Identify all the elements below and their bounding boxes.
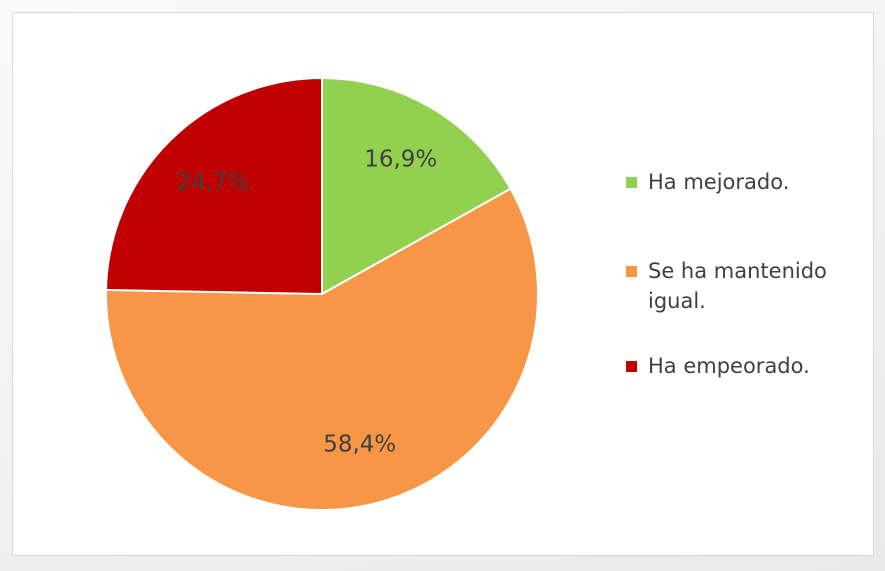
data-label: 58,4%: [323, 431, 396, 457]
legend-item: Ha mejorado.: [626, 167, 846, 197]
legend-item: Ha empeorado.: [626, 351, 846, 381]
legend-label: Ha mejorado.: [648, 170, 790, 194]
legend-swatch: [626, 177, 637, 188]
legend-item: Se ha mantenido igual.: [626, 256, 846, 316]
legend-label: Ha empeorado.: [648, 354, 810, 378]
pie-slice: [105, 187, 539, 511]
pie-slice: [321, 76, 512, 296]
legend-label: Se ha mantenido igual.: [648, 259, 827, 313]
data-label: 24,7%: [177, 169, 250, 195]
data-label: 16,9%: [364, 146, 437, 172]
legend-swatch: [626, 266, 637, 277]
pie-slice: [105, 76, 323, 296]
legend-swatch: [626, 361, 637, 372]
